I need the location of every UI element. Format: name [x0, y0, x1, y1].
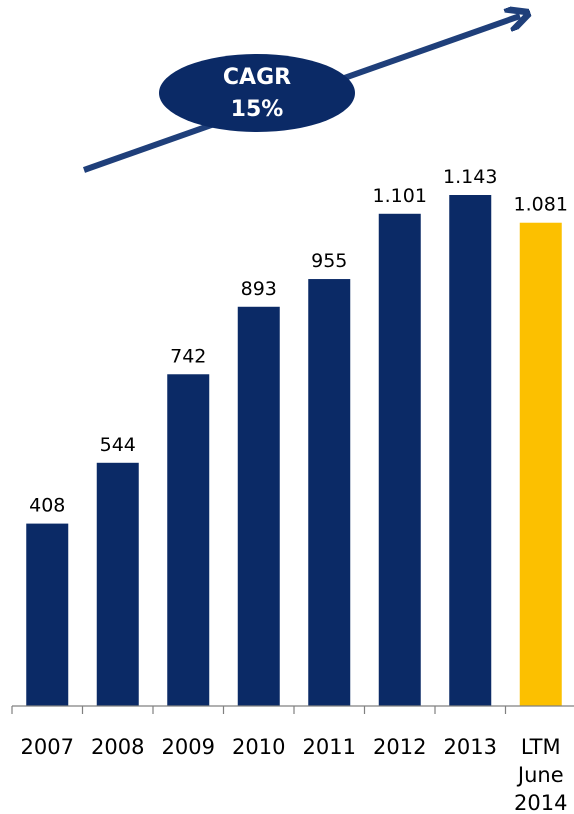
x-tick-label-4: 2011 — [303, 735, 356, 759]
data-label-1: 544 — [100, 434, 136, 456]
x-tick-label-3: 2010 — [232, 735, 285, 759]
cagr-ellipse — [159, 54, 355, 132]
bar-2 — [167, 374, 210, 706]
bar-7 — [519, 222, 562, 706]
cagr-badge: CAGR 15% — [159, 54, 355, 132]
data-labels-group: 408 544 742 893 955 1.101 1.143 1.081 — [29, 166, 568, 517]
bar-3 — [237, 306, 280, 706]
x-tick-label-6: 2013 — [444, 735, 497, 759]
bar-0 — [26, 523, 69, 706]
x-tick-label-1: 2008 — [91, 735, 144, 759]
data-label-5: 1.101 — [373, 185, 427, 207]
bars-group — [26, 195, 562, 706]
x-axis: 2007 2008 2009 2010 2011 2012 2013 LTM June 2014 — [11, 705, 574, 814]
bar-4 — [308, 279, 351, 706]
data-label-7: 1.081 — [514, 194, 568, 216]
x-tick-label-0: 2007 — [21, 735, 74, 759]
x-tick-label-5: 2012 — [373, 735, 426, 759]
data-label-3: 893 — [241, 278, 277, 300]
data-label-4: 955 — [311, 250, 347, 272]
data-label-0: 408 — [29, 495, 65, 517]
cagr-value: 15% — [231, 97, 284, 122]
x-tick-label-7: LTM June 2014 — [514, 735, 567, 814]
x-tick-label-2: 2009 — [162, 735, 215, 759]
bar-5 — [378, 213, 421, 706]
bar-1 — [96, 462, 139, 706]
cagr-label: CAGR — [223, 65, 291, 90]
data-label-6: 1.143 — [443, 166, 497, 188]
bar-6 — [449, 195, 492, 706]
data-label-2: 742 — [170, 345, 206, 367]
